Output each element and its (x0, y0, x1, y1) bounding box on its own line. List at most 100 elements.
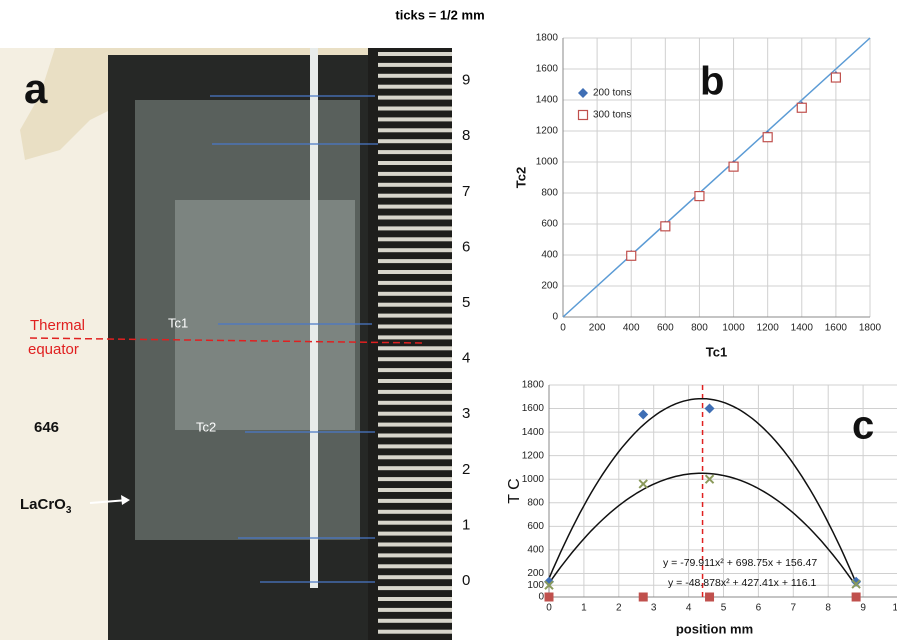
ruler (368, 48, 452, 640)
marker (577, 109, 589, 121)
photo-panel: a Thermal equator Tc1 Tc2 646 LaCrO3 (0, 48, 897, 640)
ruler-tick (378, 575, 452, 580)
y-tick-label: 1600 (522, 403, 545, 414)
ruler-tick (378, 237, 452, 242)
ruler-tick (378, 117, 452, 122)
y-tick-label: 0 (552, 312, 558, 323)
ruler-tick (378, 466, 452, 471)
ruler-tick (378, 411, 452, 416)
marker-lines (210, 95, 378, 583)
marker (544, 580, 554, 590)
ruler-tick (378, 280, 452, 285)
x-tick-label: 2 (616, 603, 622, 614)
ruler-tick (378, 542, 452, 547)
x-tick-label: 3 (651, 603, 657, 614)
panel-label: a (24, 65, 48, 112)
y-tick-label: 200 (541, 281, 558, 292)
y-tick-label: 600 (541, 219, 558, 230)
marker (660, 221, 671, 232)
ruler-label: 1 (462, 516, 470, 533)
marker (638, 592, 648, 602)
y-tick-label: 1400 (536, 95, 559, 106)
x-tick-label: 1600 (825, 323, 848, 334)
x-tick-label: 0 (546, 603, 552, 614)
ruler-label: 7 (462, 183, 470, 200)
marker (544, 576, 554, 587)
ruler-tick (378, 498, 452, 503)
annotation: LaCrO3 (20, 496, 72, 516)
x-tick-label: 1400 (791, 323, 814, 334)
x-tick-label: 0 (560, 323, 566, 334)
ruler-tick (378, 455, 452, 460)
legend-label: 200 tons (593, 88, 631, 99)
ruler-tick (378, 335, 452, 340)
panel-label: c (852, 404, 874, 448)
marker (851, 579, 861, 589)
x-tick-label: 8 (825, 603, 831, 614)
y-tick-label: 1000 (536, 157, 559, 168)
fit-curve (548, 472, 857, 587)
ruler-label: 3 (462, 405, 470, 422)
y-tick-label: 800 (541, 188, 558, 199)
annotation: LaCrO (20, 496, 66, 513)
y-tick-label: 400 (527, 545, 544, 556)
ruler-tick (378, 128, 452, 133)
x-tick-label: 6 (756, 603, 762, 614)
blank (452, 48, 897, 640)
ruler-tick (378, 215, 452, 220)
marker-stroke (638, 479, 648, 489)
marker (851, 576, 862, 587)
identity-line (562, 37, 871, 318)
ruler-tick (378, 182, 452, 187)
ruler-tick (378, 248, 452, 253)
ruler-tick (378, 618, 452, 623)
ruler-tick (378, 379, 452, 383)
ruler-tick (378, 346, 452, 351)
ruler-tick (378, 139, 452, 144)
x-axis-label: Tc1 (706, 344, 727, 359)
ruler-tick (378, 357, 452, 362)
ruler-label: 8 (462, 127, 470, 144)
ruler-tick (378, 324, 452, 329)
marker (705, 592, 715, 602)
ruler-tick (378, 564, 452, 569)
legend-label: 300 tons (593, 110, 631, 121)
ruler-tick (378, 597, 452, 601)
panel-label: b (700, 60, 724, 104)
ruler-tick (378, 52, 452, 56)
photo-light-region (0, 48, 110, 640)
annotation: 646 (34, 419, 59, 436)
marker (544, 592, 554, 602)
marker (694, 191, 705, 202)
ruler-label: 6 (462, 238, 470, 255)
ruler-tick (378, 95, 452, 100)
ruler-tick (378, 444, 452, 449)
ruler-tick (378, 171, 452, 176)
ruler-tick (378, 368, 452, 373)
x-tick-label: 5 (721, 603, 727, 614)
ruler-tick (378, 106, 452, 111)
x-tick-label: 1000 (722, 323, 745, 334)
ruler-tick (378, 313, 452, 318)
marker (728, 161, 739, 172)
ruler-tick (378, 607, 452, 612)
y-tick-label: 1400 (522, 427, 545, 438)
ruler-tick (378, 226, 452, 231)
arrow-head (121, 495, 130, 505)
y-tick-label: 1200 (536, 126, 559, 137)
x-tick-label: 800 (691, 323, 708, 334)
ruler-tick (378, 531, 452, 536)
ruler-tick (378, 62, 452, 67)
marker (626, 250, 637, 261)
ruler-tick (378, 520, 452, 525)
marker-stroke (704, 474, 715, 484)
y-tick-label: 1800 (536, 33, 559, 44)
marker (704, 474, 715, 484)
ruler-label: 4 (462, 350, 470, 367)
y-tick-label: 1000 (522, 474, 545, 485)
ruler-tick (378, 477, 452, 482)
ruler-tick (378, 73, 452, 78)
ruler-tick (378, 193, 452, 198)
marker (830, 72, 841, 83)
